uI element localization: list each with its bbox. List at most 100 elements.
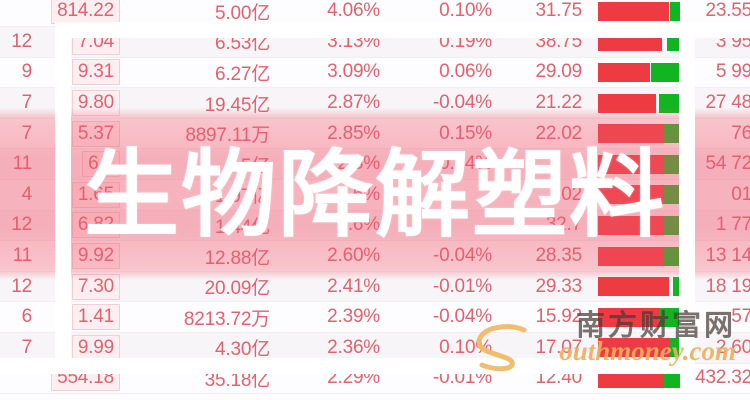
table-row[interactable]: 12 7.04 6.53亿 3.13% 0.19% 38.75 3 95 bbox=[0, 26, 750, 58]
bull-bear-bar bbox=[598, 277, 680, 297]
cell-turnover-rate: 0.06% bbox=[388, 57, 500, 89]
table-row[interactable]: 11 9.92 12.88亿 2.60% -0.04% 28.35 13 14 bbox=[0, 240, 750, 272]
cell-turnover-rate: -0.04% bbox=[388, 148, 500, 181]
cell-change-pct: 2.29% bbox=[278, 363, 388, 395]
cell-bull-bear-bar bbox=[590, 179, 685, 211]
bull-bear-bar bbox=[598, 215, 680, 235]
cell-turnover-rate: 0.15% bbox=[388, 118, 500, 150]
cell-market-cap: 18 19 bbox=[685, 271, 750, 303]
cell-turnover: 6.27亿 bbox=[128, 57, 278, 89]
cell-bull-bear-bar bbox=[590, 271, 685, 303]
table-row[interactable]: 12 6.82 1.44亿 2.6% 32.7 1 77 bbox=[0, 210, 750, 242]
table-row[interactable]: 11 6.1 5.5亿 2.6% -0.04% 54 72 bbox=[0, 148, 750, 181]
cell-bull-bear-bar bbox=[590, 26, 685, 58]
bar-segment-red bbox=[598, 62, 650, 82]
bull-bear-bar bbox=[598, 1, 680, 21]
cell-pe-ratio: 12.40 bbox=[500, 363, 590, 395]
cell-change-pct: 2.85% bbox=[278, 118, 388, 150]
price-box: 6.82 bbox=[71, 212, 120, 239]
cell-bull-bear-bar bbox=[590, 57, 685, 89]
price-box: 554.18 bbox=[51, 365, 120, 392]
cell-market-cap: 27 48 bbox=[685, 87, 750, 119]
cell-turnover-rate: -0.01% bbox=[388, 363, 500, 395]
cell-change-pct: 2.6% bbox=[278, 179, 388, 211]
table-row[interactable]: 554.18 35.18亿 2.29% -0.01% 12.40 432.32 bbox=[0, 363, 750, 395]
cell-turnover: 5.00亿 bbox=[128, 0, 278, 28]
table-row[interactable]: 7 5.37 8897.11万 2.85% 0.15% 22.02 76 bbox=[0, 118, 750, 150]
bull-bear-bar bbox=[598, 93, 680, 113]
cell-name: 11 bbox=[0, 148, 40, 181]
cell-change-pct: 2.60% bbox=[278, 240, 388, 272]
cell-turnover: 35.18亿 bbox=[128, 363, 278, 395]
table-row[interactable]: 7 9.99 4.30亿 2.36% 0.10% 17.07 2 60 bbox=[0, 332, 750, 364]
cell-latest-price: 814.22 bbox=[40, 0, 128, 28]
table-row[interactable]: 7 9.80 19.45亿 2.87% -0.04% 21.22 27 48 bbox=[0, 87, 750, 119]
cell-turnover: 4.30亿 bbox=[128, 332, 278, 364]
bar-segment-green bbox=[658, 93, 680, 113]
cell-pe-ratio: 29.33 bbox=[500, 271, 590, 303]
bar-segment-green bbox=[663, 185, 680, 205]
bar-segment-green bbox=[664, 368, 680, 388]
cell-latest-price: 1.41 bbox=[40, 301, 128, 334]
cell-bull-bear-bar bbox=[590, 363, 685, 395]
bar-segment-green bbox=[666, 32, 680, 52]
bull-bear-bar bbox=[598, 368, 680, 388]
price-box: 9.80 bbox=[71, 90, 120, 117]
bar-segment-red bbox=[598, 277, 670, 297]
cell-market-cap: 23.55 bbox=[685, 0, 750, 28]
cell-latest-price: 6.1 bbox=[40, 148, 128, 181]
cell-name: 12 bbox=[0, 26, 40, 58]
cell-change-pct: 2.87% bbox=[278, 87, 388, 119]
cell-turnover-rate: -0.04% bbox=[388, 87, 500, 119]
bar-segment-red bbox=[598, 32, 662, 52]
bar-segment-red bbox=[598, 154, 664, 174]
cell-pe-ratio: 17.07 bbox=[500, 332, 590, 364]
cell-name: 4 bbox=[0, 179, 40, 211]
cell-turnover: 1.97亿 bbox=[128, 179, 278, 211]
cell-bull-bear-bar bbox=[590, 301, 685, 334]
cell-name: 7 bbox=[0, 118, 40, 150]
price-box: 1.41 bbox=[71, 304, 120, 331]
bar-segment-red bbox=[598, 338, 671, 358]
cell-pe-ratio: 21.22 bbox=[500, 87, 590, 119]
price-box: 7.04 bbox=[71, 28, 120, 55]
bull-bear-bar bbox=[598, 307, 680, 327]
cell-market-cap: 13 14 bbox=[685, 240, 750, 272]
table-row[interactable]: 6 1.41 8213.72万 2.39% -0.04% 15.92 57 bbox=[0, 301, 750, 334]
cell-name: 7 bbox=[0, 87, 40, 119]
cell-change-pct: 2.36% bbox=[278, 332, 388, 364]
bar-segment-green bbox=[672, 277, 680, 297]
cell-turnover: 19.45亿 bbox=[128, 87, 278, 119]
cell-turnover: 6.53亿 bbox=[128, 26, 278, 58]
cell-pe-ratio: 22.02 bbox=[500, 118, 590, 150]
cell-market-cap: 3 95 bbox=[685, 26, 750, 58]
table-row[interactable]: 4 1.65 1.97亿 2.6% 02 01 bbox=[0, 179, 750, 211]
bar-segment-green bbox=[663, 215, 680, 235]
cell-change-pct: 2.6% bbox=[278, 210, 388, 242]
cell-market-cap: 01 bbox=[685, 179, 750, 211]
table-row[interactable]: 814.22 5.00亿 4.06% 0.10% 31.75 23.55 bbox=[0, 0, 750, 28]
cell-latest-price: 9.31 bbox=[40, 57, 128, 89]
bar-segment-green bbox=[663, 246, 680, 266]
bar-segment-green bbox=[670, 1, 680, 21]
cell-name: 12 bbox=[0, 271, 40, 303]
cell-bull-bear-bar bbox=[590, 210, 685, 242]
cell-market-cap: 1 77 bbox=[685, 210, 750, 242]
cell-pe-ratio bbox=[500, 148, 590, 181]
cell-pe-ratio: 29.09 bbox=[500, 57, 590, 89]
cell-bull-bear-bar bbox=[590, 332, 685, 364]
cell-turnover-rate: 0.10% bbox=[388, 0, 500, 28]
price-box: 1.65 bbox=[71, 181, 120, 208]
price-box: 7.30 bbox=[71, 273, 120, 300]
cell-turnover-rate: 0.19% bbox=[388, 26, 500, 58]
cell-bull-bear-bar bbox=[590, 87, 685, 119]
cell-change-pct: 2.39% bbox=[278, 301, 388, 334]
table-row[interactable]: 12 7.30 20.09亿 2.41% -0.01% 29.33 18 19 bbox=[0, 271, 750, 303]
cell-pe-ratio: 31.75 bbox=[500, 0, 590, 28]
table-row[interactable]: 9 9.31 6.27亿 3.09% 0.06% 29.09 5 99 bbox=[0, 57, 750, 89]
cell-change-pct: 2.41% bbox=[278, 271, 388, 303]
bull-bear-bar bbox=[598, 124, 680, 144]
cell-turnover-rate: -0.04% bbox=[388, 301, 500, 334]
bar-segment-red bbox=[598, 1, 669, 21]
cell-market-cap: 2 60 bbox=[685, 332, 750, 364]
